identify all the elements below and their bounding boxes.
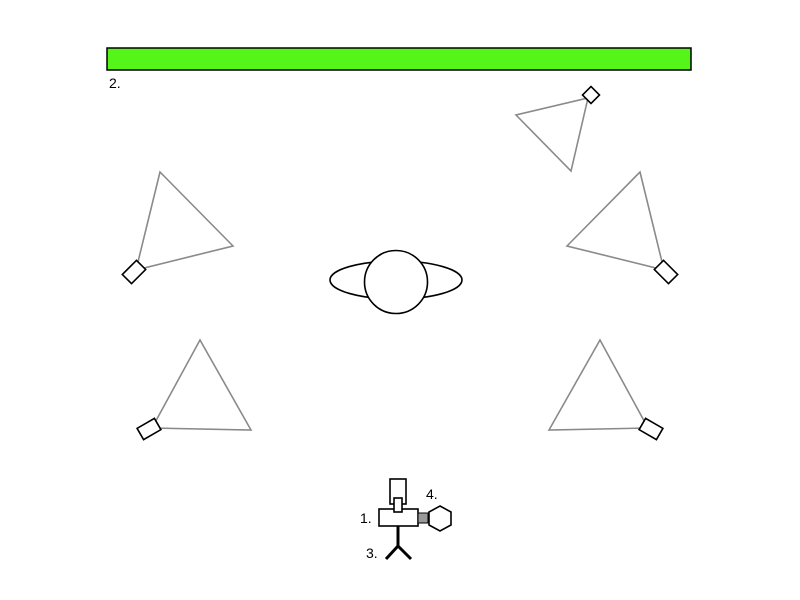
- subject-icon: [329, 249, 463, 315]
- tripod-icon: [384, 526, 413, 561]
- light-top-right-icon: [514, 85, 601, 173]
- tripod-label: 3.: [366, 545, 378, 561]
- camera-icon: [378, 478, 419, 527]
- light-upper-left-icon: [121, 170, 235, 285]
- hexagon-accessory-icon: [417, 505, 452, 532]
- backdrop-label: 2.: [109, 75, 121, 91]
- backdrop-bar: [106, 47, 692, 71]
- light-lower-left-icon: [135, 338, 253, 441]
- camera-label: 1.: [360, 510, 372, 526]
- accessory-label: 4.: [426, 486, 438, 502]
- light-lower-right-icon: [547, 338, 665, 441]
- light-upper-right-icon: [565, 170, 679, 285]
